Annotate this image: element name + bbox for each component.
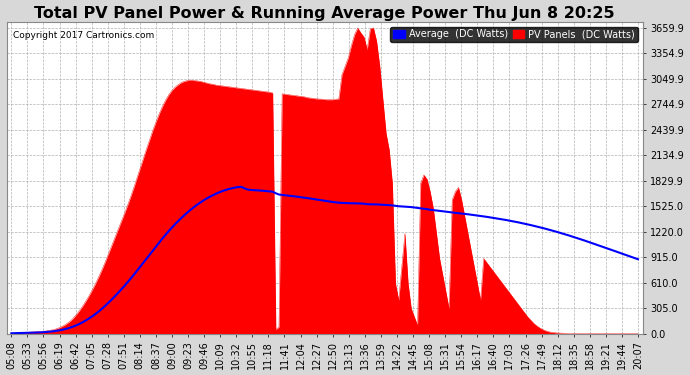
Text: Copyright 2017 Cartronics.com: Copyright 2017 Cartronics.com: [13, 31, 154, 40]
Legend: Average  (DC Watts), PV Panels  (DC Watts): Average (DC Watts), PV Panels (DC Watts): [391, 27, 638, 42]
Title: Total PV Panel Power & Running Average Power Thu Jun 8 20:25: Total PV Panel Power & Running Average P…: [34, 6, 615, 21]
